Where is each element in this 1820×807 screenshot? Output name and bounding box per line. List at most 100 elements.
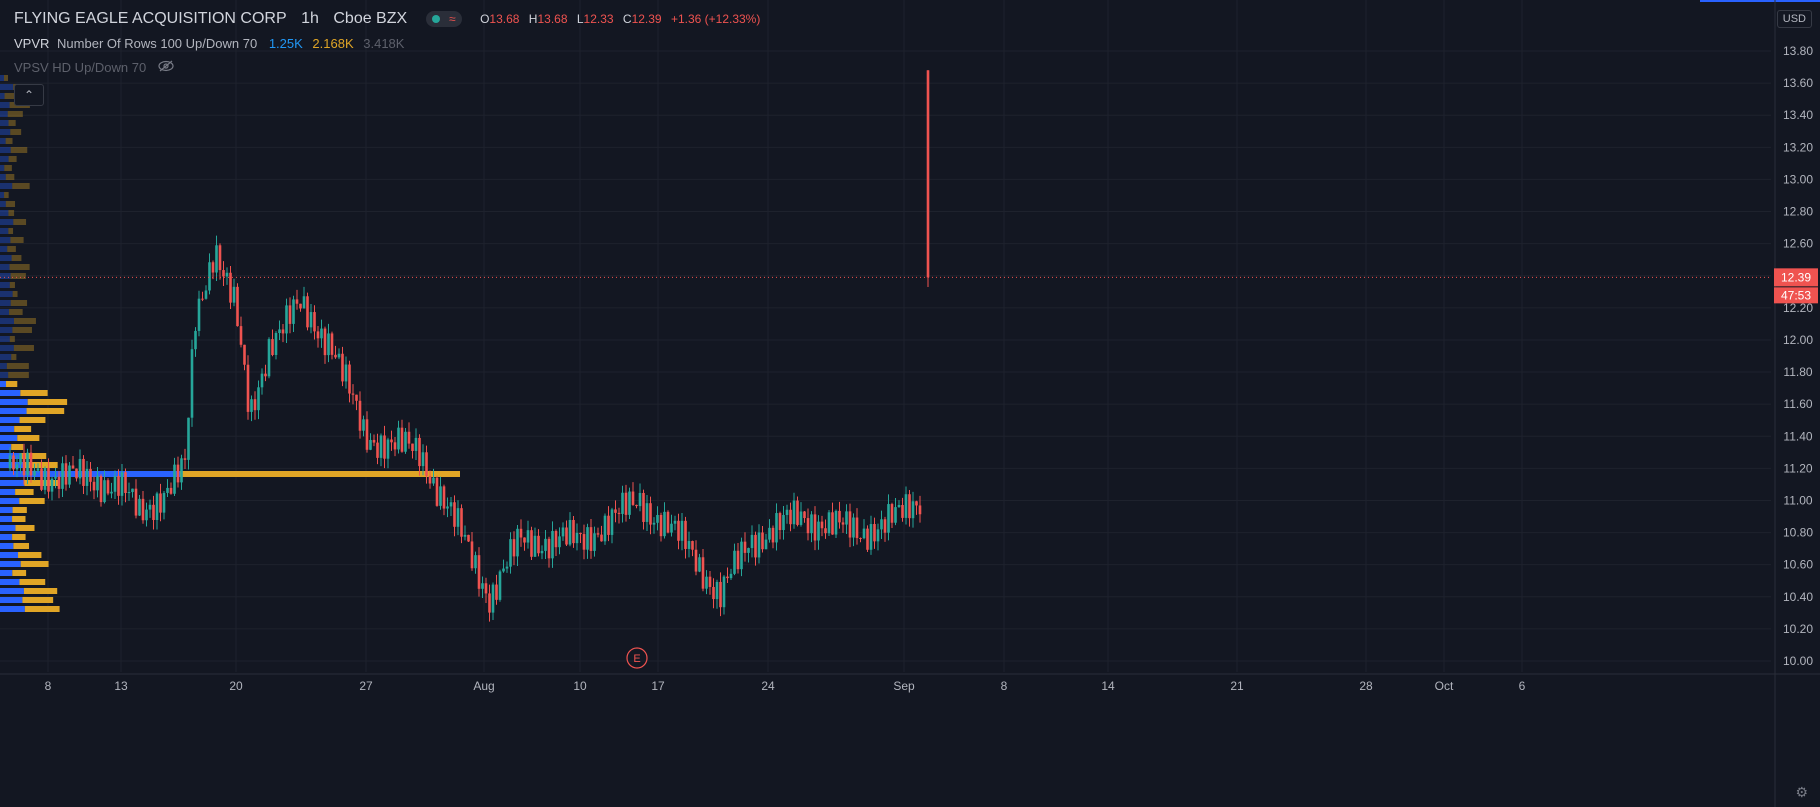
candle-body bbox=[572, 519, 575, 544]
volume-profile-down-bar bbox=[10, 300, 28, 306]
candle-body bbox=[138, 498, 141, 516]
candle-body bbox=[372, 439, 376, 443]
countdown-badge bbox=[1774, 287, 1818, 304]
volume-profile-up-bar bbox=[0, 543, 14, 549]
vpsv-label[interactable]: VPSV HD Up/Down 70 bbox=[14, 60, 147, 75]
candle-body bbox=[75, 468, 78, 479]
candle-body bbox=[617, 512, 621, 514]
candle-body bbox=[568, 519, 572, 545]
price-tick-label: 11.60 bbox=[1783, 397, 1812, 411]
candle-body bbox=[715, 581, 719, 600]
price-tick-label: 12.60 bbox=[1783, 237, 1813, 251]
currency-label[interactable]: USD bbox=[1776, 10, 1812, 28]
gear-icon[interactable]: ⚙ bbox=[1795, 784, 1808, 800]
candle-body bbox=[533, 535, 537, 557]
candle-body bbox=[246, 364, 250, 412]
candle-body bbox=[57, 476, 61, 489]
market-status-pill[interactable]: ≈ bbox=[425, 10, 462, 27]
volume-profile-up-bar bbox=[0, 174, 6, 180]
candle-body bbox=[85, 468, 89, 486]
volume-profile-down-bar bbox=[18, 552, 42, 558]
symbol-title[interactable]: FLYING EAGLE ACQUISITION CORP bbox=[14, 10, 287, 27]
candle-body bbox=[813, 514, 817, 541]
candle-body bbox=[708, 576, 712, 587]
candle-body bbox=[54, 476, 57, 479]
candle-body bbox=[554, 531, 558, 548]
candle-body bbox=[414, 437, 418, 451]
volume-profile-down-bar bbox=[9, 336, 15, 342]
open-label: O bbox=[480, 12, 490, 26]
volume-profile-down-bar bbox=[8, 156, 17, 162]
price-tick-label: 10.80 bbox=[1783, 526, 1813, 540]
candle-body bbox=[236, 286, 239, 327]
eye-off-icon[interactable] bbox=[158, 60, 174, 75]
waves-icon: ≈ bbox=[449, 11, 456, 26]
volume-profile-down-bar bbox=[19, 579, 46, 585]
volume-profile-down-bar bbox=[10, 129, 22, 135]
candle-body bbox=[600, 534, 603, 542]
time-tick-label: Aug bbox=[473, 679, 494, 693]
candle-body bbox=[271, 339, 274, 355]
candle-body bbox=[8, 455, 12, 469]
candle-body bbox=[862, 528, 866, 539]
volume-profile-down-bar bbox=[13, 345, 34, 351]
volume-profile-up-bar bbox=[0, 516, 13, 522]
candle-body bbox=[166, 487, 169, 493]
volume-profile-down-bar bbox=[11, 354, 17, 360]
volume-profile-down-bar bbox=[12, 291, 18, 297]
candle-body bbox=[582, 534, 586, 550]
volume-profile-down-bar bbox=[5, 174, 15, 180]
time-tick-label: 8 bbox=[1001, 679, 1008, 693]
time-tick-label: 14 bbox=[1101, 679, 1115, 693]
volume-profile-up-bar bbox=[0, 597, 23, 603]
volume-profile-down-bar bbox=[12, 327, 32, 333]
volume-profile-down-bar bbox=[26, 408, 65, 414]
candle-body bbox=[306, 296, 309, 328]
candle-body bbox=[96, 475, 99, 491]
candle-body bbox=[218, 245, 222, 271]
price-tick-label: 12.80 bbox=[1783, 205, 1813, 219]
candle-body bbox=[12, 455, 15, 470]
candle-body bbox=[383, 435, 386, 459]
candle-body bbox=[523, 537, 526, 543]
candle-body bbox=[229, 272, 232, 303]
volume-profile-up-bar bbox=[0, 606, 25, 612]
candle-body bbox=[449, 502, 453, 507]
candle-body bbox=[652, 522, 656, 525]
candle-body bbox=[288, 305, 292, 324]
time-tick-label: Oct bbox=[1435, 679, 1454, 693]
vpsv-legend[interactable]: VPSV HD Up/Down 70 bbox=[14, 60, 174, 75]
chevron-up-icon: ⌃ bbox=[23, 88, 35, 102]
volume-profile-up-bar bbox=[0, 201, 6, 207]
earnings-marker-icon bbox=[626, 647, 648, 669]
candle-body bbox=[722, 576, 726, 608]
volume-profile-down-bar bbox=[22, 597, 54, 603]
countdown-label: 47:53 bbox=[1781, 288, 1811, 302]
candle-body bbox=[61, 463, 64, 489]
candle-body bbox=[106, 480, 110, 494]
candle-body bbox=[442, 486, 446, 509]
vpvr-legend[interactable]: VPVR Number Of Rows 100 Up/Down 70 1.25K… bbox=[14, 36, 404, 51]
candle-body bbox=[901, 505, 904, 518]
volume-profile-up-bar bbox=[0, 408, 27, 414]
volume-profile-down-bar bbox=[9, 309, 23, 315]
candle-body bbox=[586, 527, 589, 550]
volume-profile-up-bar bbox=[0, 183, 13, 189]
low-label: L bbox=[576, 12, 584, 26]
volume-profile-down-bar bbox=[24, 606, 60, 612]
candle-body bbox=[736, 550, 740, 570]
collapse-legend-button[interactable]: ⌃ bbox=[14, 84, 44, 106]
vpvr-name[interactable]: VPVR bbox=[14, 36, 50, 51]
candle-body bbox=[894, 507, 897, 523]
candle-body bbox=[376, 442, 379, 458]
candle-body bbox=[530, 530, 533, 557]
volume-profile-down-bar bbox=[12, 534, 26, 540]
volume-profile-up-bar bbox=[0, 120, 9, 126]
candle-body bbox=[36, 468, 40, 471]
vpvr-down-volume: 2.168K bbox=[312, 36, 354, 51]
candle-body bbox=[250, 399, 253, 412]
interval-label[interactable]: 1h bbox=[301, 10, 319, 27]
candle-body bbox=[799, 511, 803, 525]
volume-profile-up-bar bbox=[0, 444, 12, 450]
